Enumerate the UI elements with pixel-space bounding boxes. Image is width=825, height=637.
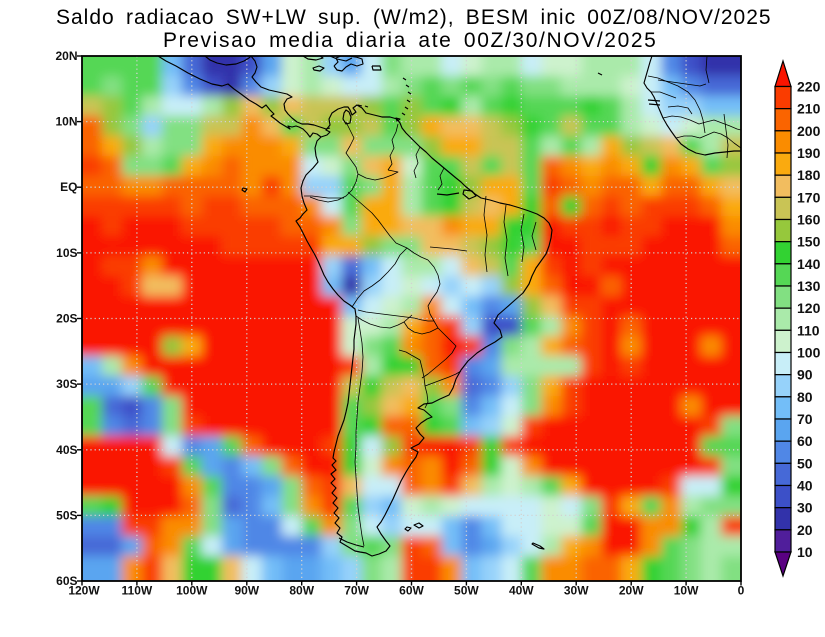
svg-text:90: 90 bbox=[797, 367, 813, 383]
svg-text:110W: 110W bbox=[122, 584, 153, 598]
svg-text:60S: 60S bbox=[56, 574, 77, 588]
svg-text:10: 10 bbox=[797, 544, 813, 560]
svg-text:20N: 20N bbox=[55, 49, 77, 63]
svg-text:50W: 50W bbox=[454, 584, 479, 598]
svg-text:10N: 10N bbox=[55, 115, 77, 129]
svg-text:50S: 50S bbox=[56, 508, 77, 522]
svg-text:30W: 30W bbox=[564, 584, 589, 598]
svg-text:EQ: EQ bbox=[60, 180, 77, 194]
svg-text:70W: 70W bbox=[344, 584, 369, 598]
svg-text:220: 220 bbox=[797, 79, 821, 95]
svg-text:210: 210 bbox=[797, 101, 821, 117]
svg-text:190: 190 bbox=[797, 145, 821, 161]
svg-text:20: 20 bbox=[797, 522, 813, 538]
svg-text:170: 170 bbox=[797, 189, 821, 205]
svg-text:100W: 100W bbox=[176, 584, 208, 598]
svg-text:80: 80 bbox=[797, 389, 813, 405]
svg-text:20S: 20S bbox=[56, 312, 77, 326]
svg-text:40S: 40S bbox=[56, 443, 77, 457]
svg-text:200: 200 bbox=[797, 123, 821, 139]
svg-text:60W: 60W bbox=[399, 584, 424, 598]
svg-text:40W: 40W bbox=[509, 584, 534, 598]
svg-text:180: 180 bbox=[797, 167, 821, 183]
svg-text:150: 150 bbox=[797, 234, 821, 250]
svg-text:50: 50 bbox=[797, 455, 813, 471]
svg-text:20W: 20W bbox=[619, 584, 644, 598]
svg-text:30: 30 bbox=[797, 500, 813, 516]
svg-text:10S: 10S bbox=[56, 246, 77, 260]
svg-text:100: 100 bbox=[797, 345, 821, 361]
svg-text:130: 130 bbox=[797, 278, 821, 294]
svg-text:120: 120 bbox=[797, 300, 821, 316]
svg-text:120W: 120W bbox=[68, 584, 100, 598]
svg-text:90W: 90W bbox=[234, 584, 259, 598]
svg-text:0: 0 bbox=[738, 584, 745, 598]
svg-text:70: 70 bbox=[797, 411, 813, 427]
svg-text:30S: 30S bbox=[56, 377, 77, 391]
svg-text:140: 140 bbox=[797, 256, 821, 272]
svg-text:60: 60 bbox=[797, 433, 813, 449]
svg-text:110: 110 bbox=[797, 322, 820, 338]
svg-text:160: 160 bbox=[797, 212, 821, 228]
svg-text:80W: 80W bbox=[289, 584, 314, 598]
svg-text:40: 40 bbox=[797, 478, 813, 494]
svg-text:10W: 10W bbox=[674, 584, 699, 598]
